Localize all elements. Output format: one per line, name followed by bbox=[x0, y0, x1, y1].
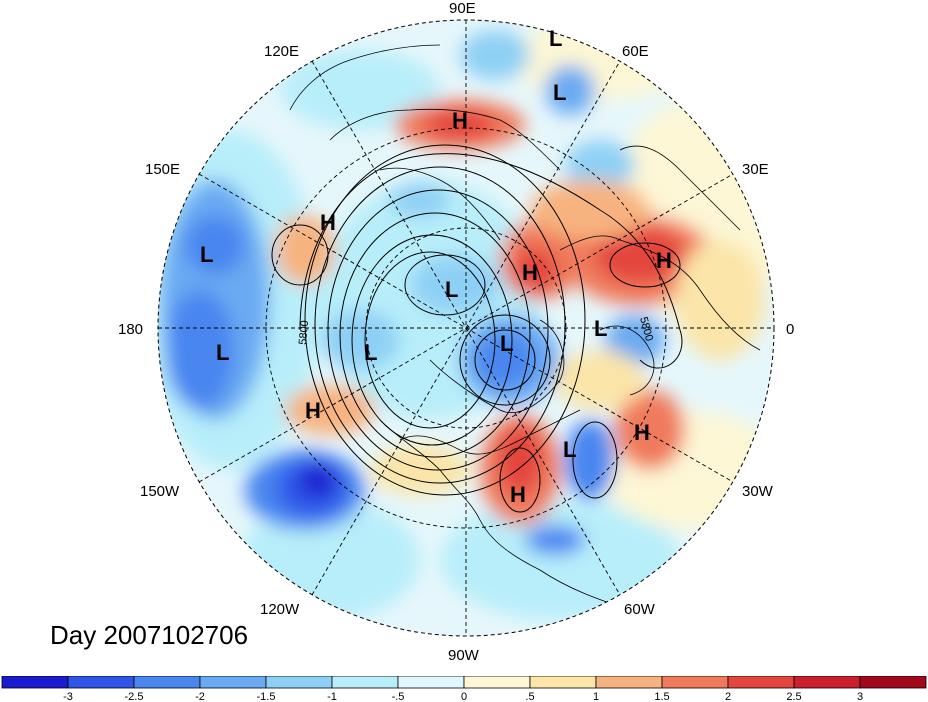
colorbar-box bbox=[859, 676, 927, 689]
low-marker: L bbox=[594, 316, 607, 341]
colorbar-box bbox=[331, 676, 399, 689]
colorbar-tick-label: 3 bbox=[857, 691, 863, 702]
coastlines bbox=[289, 44, 761, 611]
high-marker: H bbox=[452, 108, 468, 133]
colorbar-box bbox=[1, 676, 69, 689]
low-marker: L bbox=[553, 80, 566, 105]
colorbar-box bbox=[265, 676, 333, 689]
colorbar-tick-label: -2 bbox=[195, 691, 205, 702]
lon-label-180: 180 bbox=[118, 321, 143, 338]
colorbar-tick-label: 2.5 bbox=[786, 691, 801, 702]
pressure-center-markers: L L H H L L H L H H L L L H H L H bbox=[200, 26, 672, 507]
lon-label-120e: 120E bbox=[264, 43, 299, 60]
colorbar-tick-label: .5 bbox=[525, 691, 534, 702]
colorbar-tick-label: -3 bbox=[63, 691, 73, 702]
low-marker: L bbox=[364, 340, 377, 365]
low-marker: L bbox=[563, 437, 576, 462]
lon-label-90e: 90E bbox=[449, 0, 476, 17]
high-marker: H bbox=[656, 248, 672, 273]
contour-label: 5800 bbox=[297, 320, 311, 345]
low-marker: L bbox=[549, 26, 562, 51]
graticule bbox=[158, 20, 774, 636]
colorbar-box bbox=[727, 676, 795, 689]
colorbar-box bbox=[199, 676, 267, 689]
high-marker: H bbox=[522, 260, 538, 285]
lon-label-120w: 120W bbox=[260, 601, 300, 618]
low-marker: L bbox=[200, 242, 213, 267]
colorbar-tick-label: 2 bbox=[725, 691, 731, 702]
colorbar-tick-label: 1.5 bbox=[654, 691, 669, 702]
low-marker: L bbox=[445, 277, 458, 302]
colorbar-tick-label: -1 bbox=[327, 691, 337, 702]
colorbar-tick-label: 1 bbox=[593, 691, 599, 702]
high-marker: H bbox=[305, 398, 321, 423]
high-marker: H bbox=[634, 420, 650, 445]
colorbar-box bbox=[595, 676, 663, 689]
lon-label-150e: 150E bbox=[145, 161, 180, 178]
colorbar-box bbox=[397, 676, 465, 689]
lon-label-150w: 150W bbox=[140, 483, 180, 500]
lon-label-60w: 60W bbox=[624, 601, 656, 618]
colorbar: -3 -2.5 -2 -1.5 -1 -.5 0 .5 1 1.5 2 2.5 3 bbox=[1, 676, 927, 702]
colorbar-box bbox=[529, 676, 597, 689]
low-marker: L bbox=[500, 331, 513, 356]
lon-label-90w: 90W bbox=[448, 647, 480, 664]
map-title: Day 2007102706 bbox=[50, 620, 249, 650]
lon-label-30e: 30E bbox=[742, 161, 769, 178]
longitude-labels: 0 30E 60E 90E 120E 150E 180 150W 120W 90… bbox=[118, 0, 794, 664]
colorbar-tick-label: -1.5 bbox=[257, 691, 276, 702]
colorbar-tick-label: -2.5 bbox=[125, 691, 144, 702]
lon-label-0: 0 bbox=[786, 321, 794, 338]
colorbar-box bbox=[463, 676, 531, 689]
high-marker: H bbox=[320, 210, 336, 235]
high-marker: H bbox=[510, 482, 526, 507]
colorbar-tick-label: -.5 bbox=[392, 691, 405, 702]
low-marker: L bbox=[216, 340, 229, 365]
colorbar-tick-label: 0 bbox=[461, 691, 467, 702]
height-contours bbox=[271, 144, 683, 513]
polar-map: 0 30E 60E 90E 120E 150E 180 150W 120W 90… bbox=[118, 0, 794, 664]
map-boundary bbox=[157, 19, 775, 637]
colorbar-box bbox=[793, 676, 861, 689]
lon-label-30w: 30W bbox=[742, 483, 774, 500]
colorbar-box bbox=[661, 676, 729, 689]
lon-label-60e: 60E bbox=[622, 43, 649, 60]
colorbar-box bbox=[133, 676, 201, 689]
colorbar-box bbox=[67, 676, 135, 689]
